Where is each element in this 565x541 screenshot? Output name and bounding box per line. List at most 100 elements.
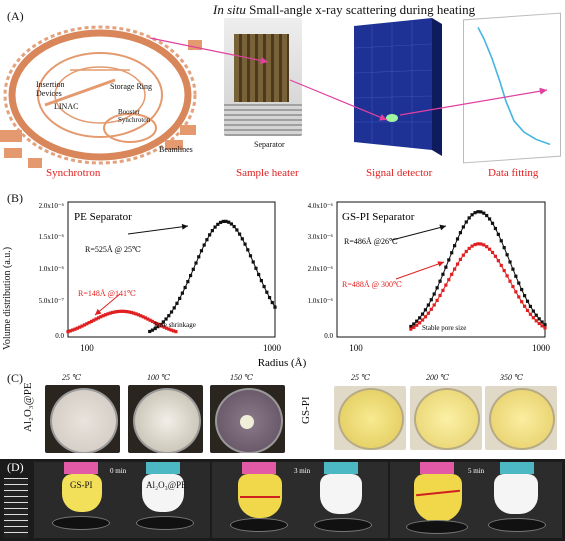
dish-gspi-200c [410, 386, 482, 450]
data-point-1-0-44 [537, 317, 541, 321]
data-point-0-1-9 [87, 321, 91, 325]
right-chart-title: GS-PI Separator [342, 211, 415, 223]
data-point-1-0-11 [441, 272, 445, 276]
data-point-1-1-35 [511, 284, 515, 289]
data-point-1-0-22 [473, 211, 477, 215]
data-point-1-1-26 [485, 245, 489, 249]
data-point-0-1-23 [120, 309, 124, 313]
data-point-1-1-41 [528, 312, 533, 316]
data-point-0-0-25 [216, 222, 220, 226]
right-black-arrow [391, 224, 447, 241]
data-point-0-1-4 [75, 326, 79, 330]
data-point-0-0-41 [259, 279, 263, 283]
data-point-1-1-18 [461, 253, 465, 257]
panel-d-label: (D) [7, 460, 24, 474]
data-point-1-1-24 [479, 242, 483, 246]
data-point-0-1-44 [169, 328, 173, 332]
data-point-1-1-30 [496, 259, 500, 263]
data-point-0-1-39 [157, 323, 162, 327]
data-point-1-0-30 [496, 232, 500, 236]
al2o3-pe-side-label: Al₂O₃@PE [22, 382, 34, 432]
data-point-0-1-1 [68, 329, 72, 333]
data-point-0-1-7 [82, 323, 87, 327]
data-point-1-1-28 [490, 250, 495, 255]
data-point-1-1-12 [444, 283, 448, 287]
data-point-1-1-5 [423, 315, 428, 319]
stable-pore-note: Stable pore size [422, 324, 466, 332]
label-storage-ring: Storage Ring [110, 82, 152, 91]
data-point-0-1-6 [80, 324, 84, 328]
data-point-0-0-31 [232, 224, 236, 229]
caption-synchrotron: Synchrotron [46, 167, 101, 179]
data-point-1-1-21 [470, 244, 474, 248]
data-point-0-0-21 [205, 238, 209, 242]
data-point-1-1-6 [426, 311, 430, 315]
data-point-0-0-6 [164, 317, 168, 321]
data-point-0-0-17 [194, 261, 198, 265]
data-point-1-0-20 [467, 216, 471, 220]
data-point-1-1-37 [517, 295, 521, 299]
data-point-0-1-0 [66, 330, 70, 334]
data-point-0-1-5 [78, 325, 82, 329]
data-point-1-1-33 [505, 274, 509, 278]
data-point-0-0-26 [218, 220, 223, 225]
data-point-1-0-39 [522, 294, 527, 298]
data-point-1-1-11 [441, 288, 445, 292]
data-point-1-1-39 [522, 304, 527, 308]
data-point-0-0-36 [246, 248, 250, 252]
left-ytick-4: 0.0 [55, 332, 64, 340]
data-point-0-0-18 [197, 255, 201, 259]
time-5min: 5 min [468, 467, 485, 475]
left-black-arrow [127, 223, 189, 235]
left-red-arrow [94, 293, 121, 316]
data-point-0-0-23 [210, 228, 214, 233]
data-point-1-0-24 [479, 210, 483, 214]
data-point-0-1-40 [160, 324, 164, 328]
data-point-0-0-43 [265, 290, 269, 294]
data-point-0-1-45 [171, 329, 176, 333]
data-point-1-1-25 [482, 243, 486, 247]
panel-d-frame-3min [212, 462, 388, 538]
panel-b-label: (B) [7, 191, 23, 205]
data-point-1-0-36 [514, 274, 518, 278]
c-right-temp-1: 200 ℃ [426, 373, 449, 382]
data-point-1-1-45 [540, 324, 544, 328]
data-point-1-0-1 [412, 322, 416, 326]
left-plot-frame [67, 201, 276, 338]
data-point-0-0-19 [199, 249, 204, 253]
c-left-temp-1: 100 ℃ [147, 373, 170, 382]
data-point-1-1-7 [429, 307, 433, 311]
data-point-0-0-35 [243, 242, 247, 246]
data-point-0-1-34 [146, 317, 150, 321]
data-point-1-0-10 [438, 279, 442, 283]
caption-data-fitting: Data fitting [488, 167, 539, 179]
data-point-1-0-15 [453, 244, 457, 248]
panel-c-label: (C) [7, 371, 23, 385]
dish-al2o3-150c [210, 385, 285, 453]
left-black-annotation: R=525Å @ 25℃ [85, 245, 141, 254]
data-point-0-1-26 [127, 310, 131, 314]
c-right-temp-2: 350 ℃ [500, 373, 523, 382]
data-point-1-1-16 [455, 262, 460, 266]
right-red-arrow [395, 261, 445, 280]
data-point-1-1-0 [409, 327, 413, 331]
data-point-1-0-28 [490, 221, 495, 225]
data-point-1-0-43 [534, 313, 538, 317]
panel-d-frame-5min [390, 462, 562, 538]
c-right-temp-0: 25 ℃ [351, 373, 370, 382]
data-point-0-1-16 [103, 313, 108, 317]
data-point-0-1-10 [89, 319, 94, 324]
data-point-1-1-2 [415, 323, 419, 327]
data-point-0-1-32 [141, 315, 145, 319]
data-point-0-0-13 [183, 285, 187, 290]
label-booster: Booster Synchroton [118, 108, 151, 124]
panel-a-title: In situ Small-angle x-ray scattering dur… [213, 2, 476, 17]
data-point-0-1-41 [162, 325, 166, 329]
data-point-0-1-12 [94, 317, 98, 321]
data-point-0-0-7 [167, 314, 171, 318]
data-point-1-0-13 [447, 258, 451, 262]
data-point-1-0-35 [511, 267, 515, 271]
data-point-1-0-3 [418, 316, 422, 320]
data-point-0-1-8 [85, 322, 89, 326]
data-point-1-0-38 [520, 287, 524, 292]
